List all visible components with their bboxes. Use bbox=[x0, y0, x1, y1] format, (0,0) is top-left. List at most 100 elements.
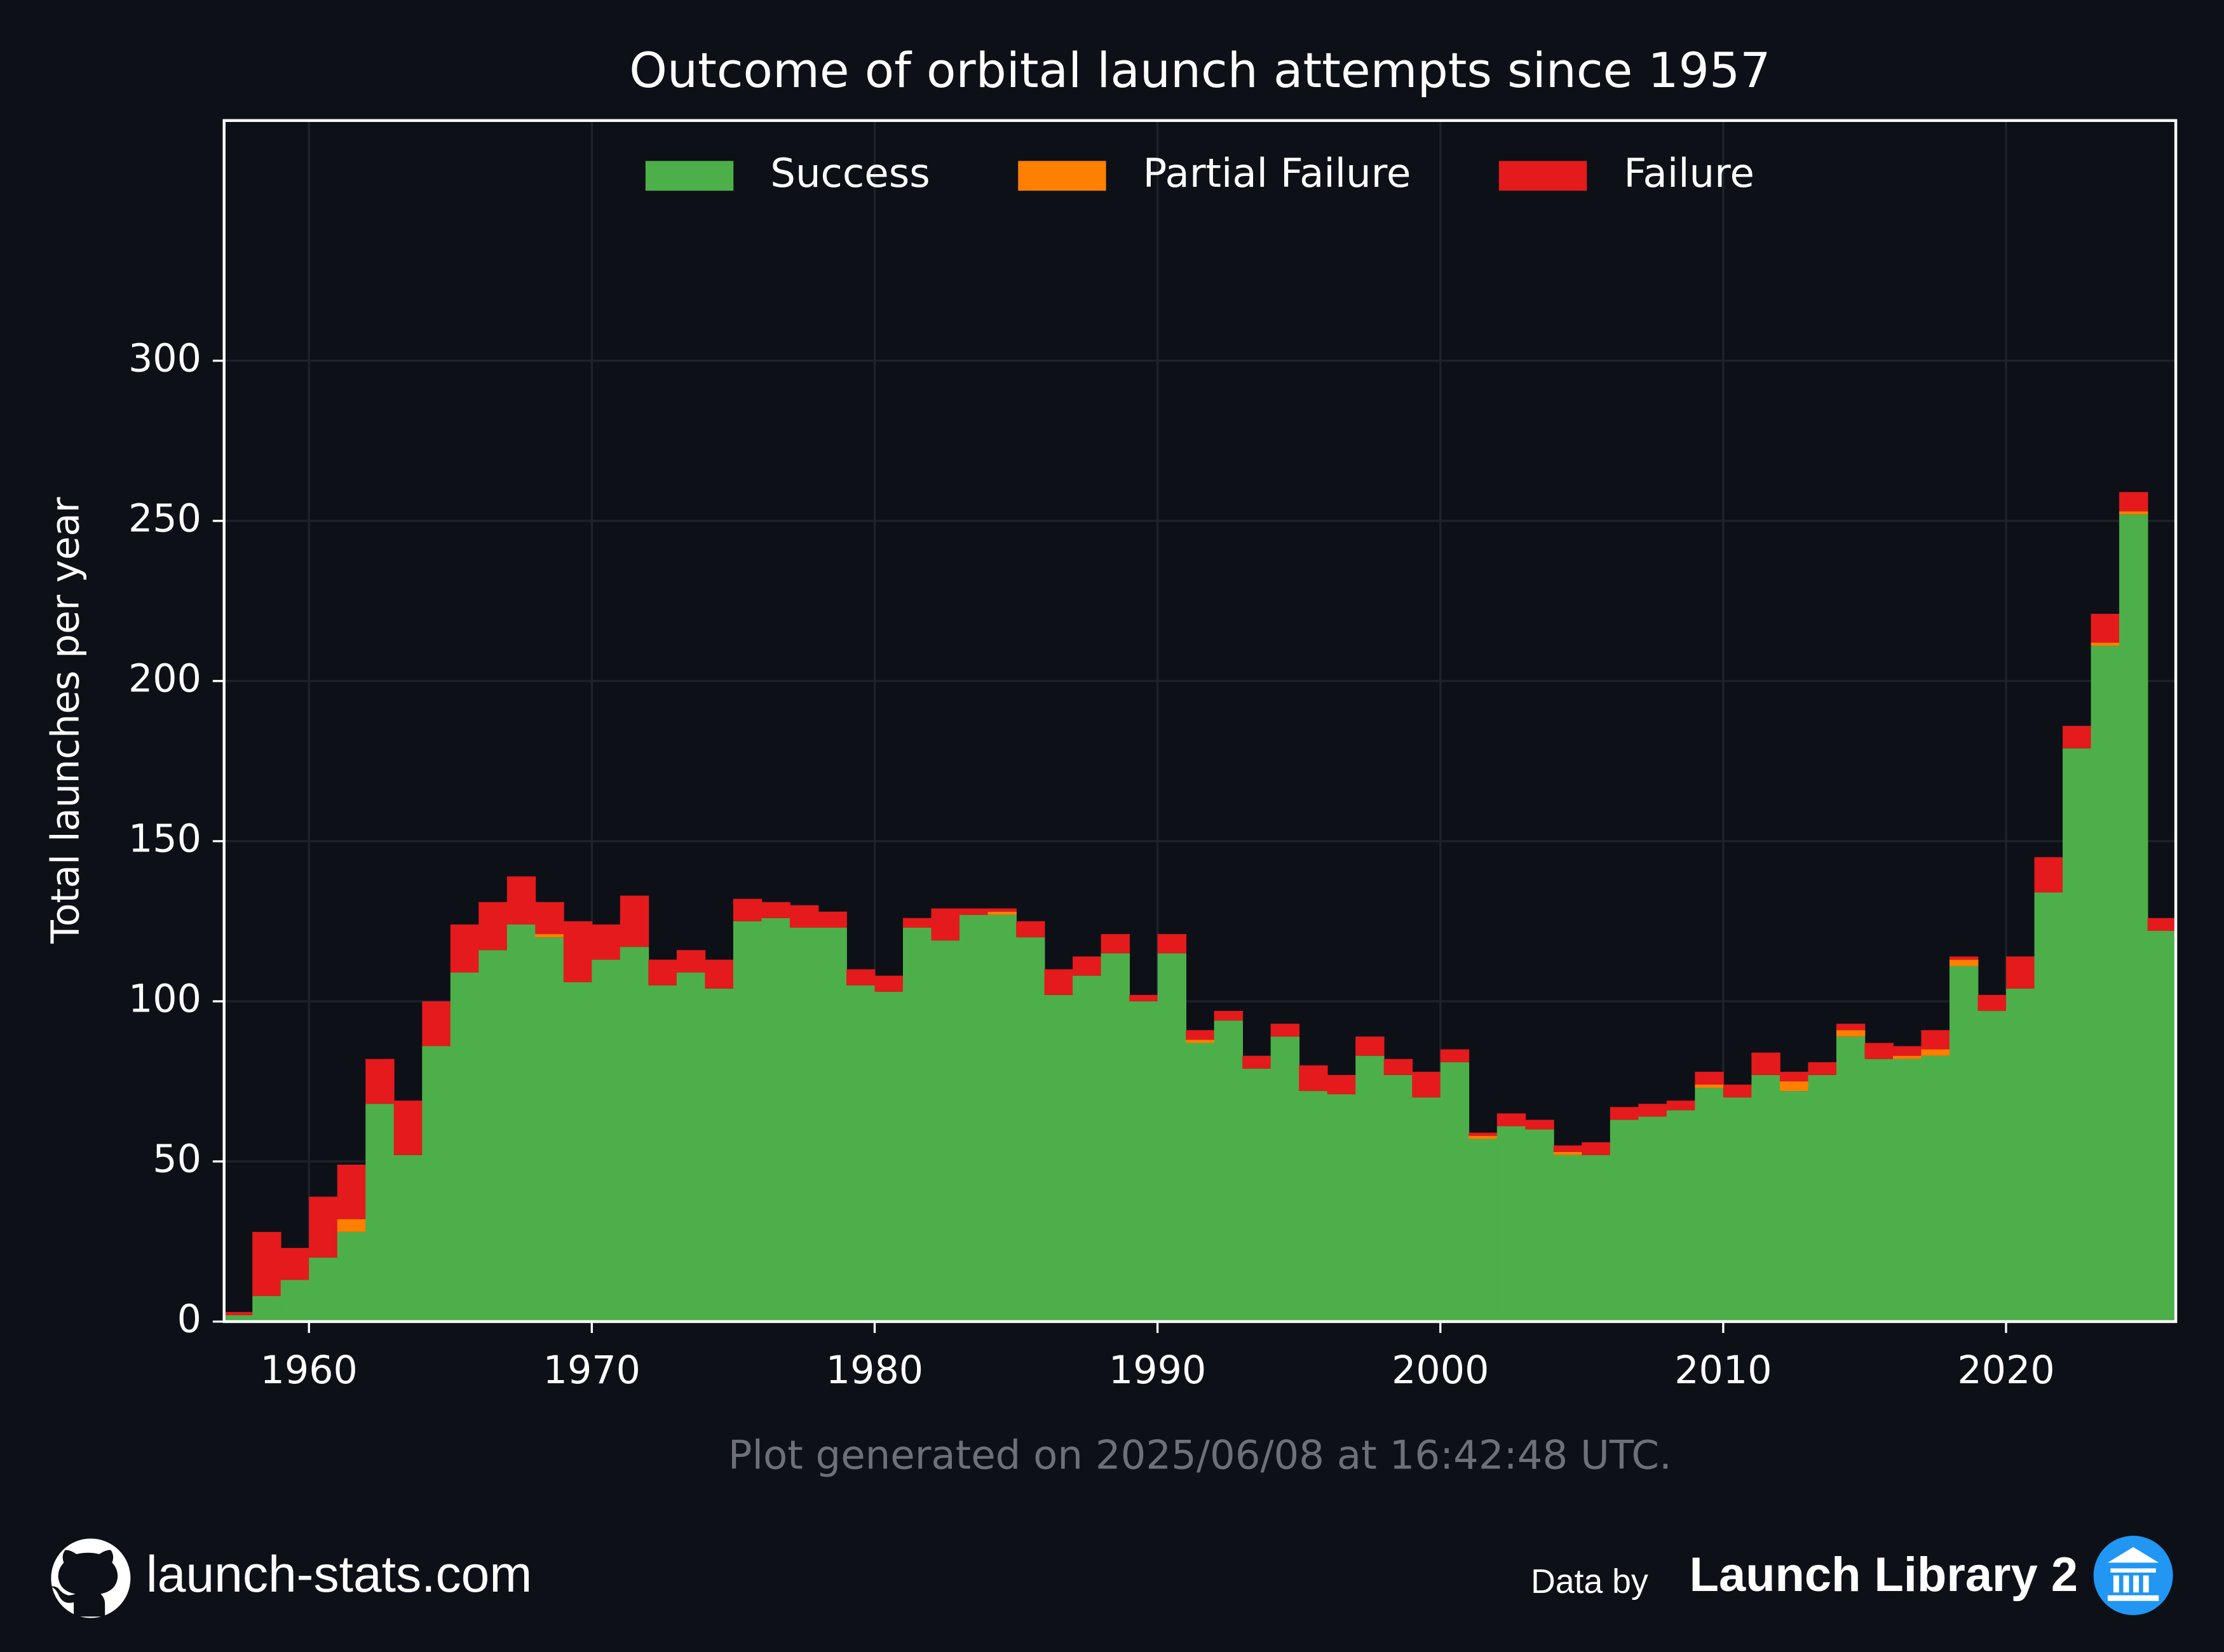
bar-segment bbox=[959, 908, 989, 915]
bar-segment bbox=[592, 924, 621, 960]
bar-segment bbox=[2006, 956, 2035, 989]
y-tick-label: 100 bbox=[128, 977, 201, 1022]
bar-segment bbox=[1921, 1030, 1950, 1050]
bar-segment bbox=[506, 876, 536, 924]
bar-segment bbox=[1186, 1039, 1215, 1043]
library-icon bbox=[2093, 1535, 2173, 1615]
bar-segment bbox=[1808, 1074, 1837, 1322]
bar-segment bbox=[846, 985, 876, 1322]
y-tick-label: 50 bbox=[153, 1137, 201, 1182]
bar-segment bbox=[309, 1196, 338, 1258]
x-tick-label: 2000 bbox=[1392, 1348, 1489, 1393]
x-tick-label: 2010 bbox=[1674, 1348, 1772, 1393]
site-name: launch-stats.com bbox=[146, 1546, 532, 1603]
bar-segment bbox=[2119, 511, 2148, 515]
bar-segment bbox=[1921, 1055, 1950, 1322]
y-tick-label: 200 bbox=[128, 656, 201, 701]
bar-segment bbox=[2119, 514, 2148, 1322]
bar-segment bbox=[1779, 1091, 1809, 1322]
bar-segment bbox=[1101, 934, 1130, 954]
bar-segment bbox=[450, 972, 480, 1322]
bar-segment bbox=[252, 1231, 281, 1296]
bar-segment bbox=[1157, 953, 1187, 1322]
bar-segment bbox=[309, 1257, 338, 1322]
bars bbox=[224, 492, 2176, 1322]
legend-swatch bbox=[1498, 161, 1587, 191]
bar-segment bbox=[1299, 1065, 1328, 1092]
axes: 0 50 100 150 200 250 300 1960 1970 1980 1990 2000 20… bbox=[128, 119, 2178, 1393]
bar-segment bbox=[393, 1154, 423, 1322]
bar-segment bbox=[1016, 937, 1045, 1322]
bar-segment bbox=[733, 921, 763, 1322]
bar-segment bbox=[931, 908, 960, 941]
bar-segment bbox=[903, 917, 932, 928]
bar-segment bbox=[1242, 1068, 1271, 1322]
footer-note: Plot generated on 2025/06/08 at 16:42:48… bbox=[728, 1432, 1672, 1478]
bar-segment bbox=[761, 917, 790, 1322]
chart-title: Outcome of orbital launch attempts since… bbox=[629, 43, 1770, 98]
bar-segment bbox=[1864, 1043, 1894, 1059]
legend-swatch bbox=[645, 161, 734, 191]
bar-segment bbox=[874, 975, 904, 992]
bar-segment bbox=[1440, 1049, 1470, 1062]
bar-segment bbox=[846, 969, 876, 985]
bar-segment bbox=[1695, 1088, 1724, 1322]
bar-segment bbox=[1242, 1055, 1271, 1069]
y-tick-label: 300 bbox=[128, 336, 201, 381]
bar-segment bbox=[1779, 1081, 1809, 1092]
bar-segment bbox=[563, 921, 593, 982]
bar-segment bbox=[1836, 1024, 1866, 1031]
bar-segment bbox=[1638, 1104, 1667, 1117]
bar-segment bbox=[1327, 1094, 1357, 1322]
legend-label: Success bbox=[770, 150, 930, 196]
bar-segment bbox=[1949, 956, 1979, 960]
bar-segment bbox=[535, 902, 564, 935]
bar-segment bbox=[705, 988, 734, 1322]
bar-segment bbox=[1949, 959, 1979, 966]
bar-segment bbox=[1440, 1062, 1470, 1322]
bar-segment bbox=[1892, 1055, 1922, 1059]
bar-segment bbox=[676, 972, 706, 1322]
bar-segment bbox=[1468, 1132, 1498, 1136]
bar-segment bbox=[1383, 1074, 1413, 1322]
bar-segment bbox=[2147, 917, 2176, 931]
bar-segment bbox=[1864, 1059, 1894, 1322]
bar-segment bbox=[1468, 1139, 1498, 1322]
bar-segment bbox=[789, 905, 819, 928]
bar-segment bbox=[2063, 748, 2092, 1322]
bar-segment bbox=[648, 959, 677, 985]
bar-segment bbox=[1723, 1097, 1753, 1322]
bar-segment bbox=[959, 914, 989, 1322]
bar-segment bbox=[1666, 1110, 1696, 1322]
bar-segment bbox=[1355, 1055, 1385, 1322]
bar-segment bbox=[2034, 857, 2063, 893]
bar-segment bbox=[1892, 1046, 1922, 1056]
bar-segment bbox=[648, 985, 677, 1322]
x-tick-label: 1980 bbox=[826, 1348, 923, 1393]
bar-segment bbox=[1977, 1011, 2007, 1322]
bar-segment bbox=[2006, 988, 2035, 1322]
bar-segment bbox=[1412, 1097, 1441, 1322]
bar-segment bbox=[1186, 1030, 1215, 1040]
bar-segment bbox=[1836, 1036, 1866, 1322]
bar-segment bbox=[1214, 1011, 1244, 1021]
bar-segment bbox=[931, 940, 960, 1322]
bar-segment bbox=[1525, 1129, 1554, 1322]
bar-segment bbox=[2091, 642, 2120, 646]
bar-segment bbox=[705, 959, 734, 989]
bar-segment bbox=[676, 950, 706, 973]
bar-segment bbox=[365, 1059, 395, 1104]
bar-segment bbox=[224, 1315, 254, 1322]
bar-segment bbox=[874, 991, 904, 1322]
bar-segment bbox=[1327, 1074, 1357, 1095]
bar-segment bbox=[1496, 1113, 1526, 1127]
bar-segment bbox=[733, 898, 763, 921]
bar-segment bbox=[563, 982, 593, 1322]
bar-segment bbox=[620, 895, 649, 947]
credit-prefix: Data by bbox=[1531, 1563, 1648, 1601]
bar-segment bbox=[1299, 1091, 1328, 1322]
bar-segment bbox=[1751, 1052, 1780, 1075]
bar-segment bbox=[337, 1165, 367, 1219]
